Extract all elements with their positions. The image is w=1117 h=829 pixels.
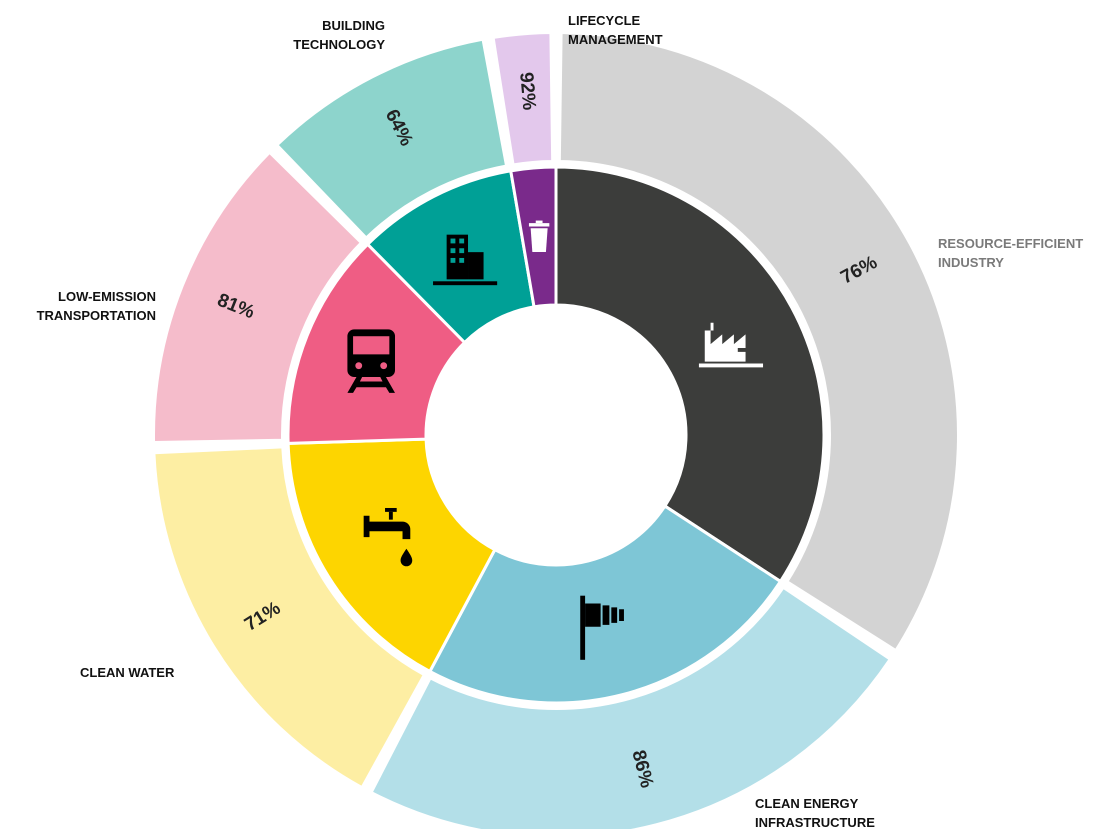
category-label: TECHNOLOGY (293, 37, 385, 52)
value-label: 92% (515, 71, 539, 111)
outer-segment (492, 32, 554, 166)
category-label: CLEAN WATER (80, 665, 175, 680)
icon (347, 329, 396, 393)
category-label: CLEAN ENERGY (755, 796, 859, 811)
outer-segment (153, 151, 363, 444)
category-label: TRANSPORTATION (37, 308, 156, 323)
category-label: MANAGEMENT (568, 32, 663, 47)
category-label: LOW-EMISSION (58, 289, 156, 304)
category-label: INDUSTRY (938, 255, 1004, 270)
category-label: INFRASTRUCTURE (755, 815, 875, 829)
outer-segment (370, 586, 891, 829)
outer-segment (276, 38, 508, 239)
inner-segment (554, 165, 826, 584)
category-label: BUILDING (322, 18, 385, 33)
outer-segment (558, 32, 959, 652)
inner-segment (286, 437, 497, 674)
category-label: RESOURCE-EFFICIENT (938, 236, 1083, 251)
outer-segment (153, 446, 426, 789)
category-label: LIFECYCLE (568, 13, 641, 28)
inner-segment (427, 503, 783, 705)
